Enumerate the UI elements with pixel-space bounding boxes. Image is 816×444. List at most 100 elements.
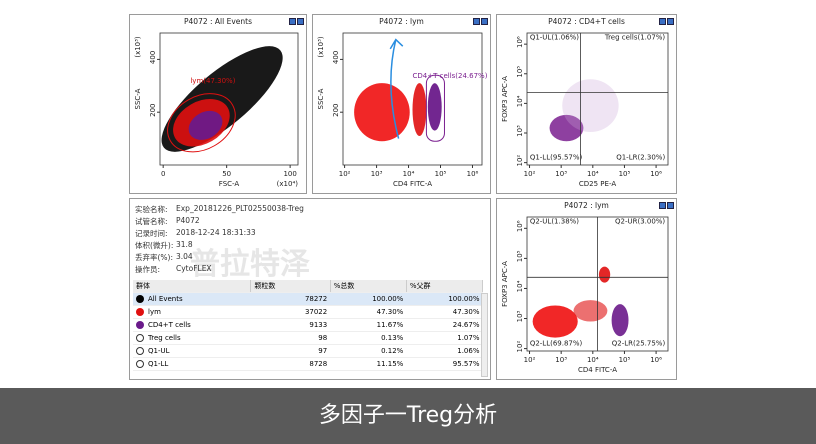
table-cell: 100.00% <box>330 292 407 306</box>
cell-text: Q1-LL <box>148 360 169 368</box>
x-tick-label: 0 <box>161 170 165 178</box>
row-icon <box>136 321 144 329</box>
table-row: Treg cells 98 0.13% 1.07% <box>133 331 483 345</box>
caption: 多因子一Treg分析 <box>0 388 816 444</box>
table-cell: 8728 <box>250 357 331 371</box>
stats-table: 群体 颗粒数 %总数 %父群 All Events 78272 100.00% 100.00%… <box>133 280 484 371</box>
gate-label: Q1-UL(1.06%) <box>530 34 579 42</box>
table-cell: 9133 <box>250 318 331 332</box>
close-icon <box>297 18 304 25</box>
field-value: CytoFLEX <box>176 264 212 273</box>
field-label: 体积(微升): <box>135 241 174 250</box>
watermark: 普拉特泽 <box>190 247 310 282</box>
cell-text: All Events <box>148 295 183 303</box>
cell-text: 100.00% <box>372 295 404 303</box>
table-cell: 24.67% <box>406 318 483 332</box>
y-axis-label: SSC-A <box>134 88 142 109</box>
panel-title: P4072 : lym <box>379 17 424 26</box>
y-tick-label: 400 <box>149 51 157 64</box>
cell-text: 95.57% <box>452 360 480 368</box>
plot: 0 50 100 200 400 FSC-A SSC-A (x10⁴) (x10³) lym(47… <box>134 32 299 188</box>
gate-label: Q2-UR(3.00%) <box>615 218 665 226</box>
y-unit: (x10³) <box>317 36 325 58</box>
field-label: 丢弃率(%): <box>135 253 174 262</box>
table-row: Q1-LL 8728 11.15% 95.57% <box>133 357 483 371</box>
y-unit: (x10³) <box>134 36 142 58</box>
y-tick-label: 10⁵ <box>516 66 524 78</box>
gate-label: lym(47.30%) <box>190 77 235 85</box>
panel-title: P4072 : lym <box>564 201 609 210</box>
x-tick-label: 10⁶ <box>650 170 662 178</box>
header-cell: %父群 <box>406 280 484 293</box>
cell-text: 78272 <box>304 295 328 303</box>
y-tick-label: 200 <box>149 104 157 117</box>
cell-text: 47.30% <box>376 308 404 316</box>
x-tick-label: 10⁵ <box>619 170 631 178</box>
cell-text: Treg cells <box>148 334 181 342</box>
close-icon <box>481 18 488 25</box>
scrollbar <box>481 293 488 377</box>
cell-cloud <box>412 83 427 136</box>
table-cell: 97 <box>250 344 331 358</box>
cell-text: 97 <box>318 347 328 355</box>
header-cell: 群体 <box>133 280 252 293</box>
x-tick-label: 10⁴ <box>587 356 599 364</box>
cell-text: CD4+T cells <box>148 321 191 329</box>
table-cell: 98 <box>250 331 331 345</box>
y-axis-label: FOXP3 APC-A <box>501 261 509 307</box>
plot-panel: P4072 : CD4+T cells 10² 10³ 10⁴ 10⁵ 10⁶ 10² 10³… <box>496 14 677 194</box>
x-tick-label: 10⁴ <box>403 170 415 178</box>
x-tick-label: 10² <box>339 170 351 178</box>
plot-frame <box>159 32 299 166</box>
table-row: All Events 78272 100.00% 100.00% <box>133 292 483 306</box>
x-tick-label: 10³ <box>555 170 567 178</box>
field-label: 实验名称: <box>135 205 168 214</box>
gate <box>425 74 445 142</box>
close-icon <box>667 202 674 209</box>
field-label: 记录时间: <box>135 229 168 238</box>
cell-text: 11.67% <box>376 321 404 329</box>
x-tick-label: 10³ <box>371 170 383 178</box>
field-value: P4072 <box>176 216 200 225</box>
cell-text: 1.06% <box>457 347 480 355</box>
gate-label: Q1-LL(95.57%) <box>530 154 583 162</box>
table-cell: 0.13% <box>330 331 407 345</box>
gate-label: Q2-UL(1.38%) <box>530 218 579 226</box>
cell-text: lym <box>148 308 161 316</box>
table-cell: lym <box>133 305 251 319</box>
cell-text: 8728 <box>309 360 328 368</box>
row-icon <box>136 347 144 355</box>
cell-text: 100.00% <box>448 295 480 303</box>
table-cell: All Events <box>133 292 251 306</box>
table-cell: 11.67% <box>330 318 407 332</box>
x-tick-label: 10⁴ <box>587 170 599 178</box>
table-cell: 47.30% <box>330 305 407 319</box>
cell-text: 37022 <box>304 308 328 316</box>
cell-cloud <box>427 83 442 131</box>
plot: 10² 10³ 10⁴ 10⁵ 10⁶ 200 400 CD4 FITC-A SSC-A (x10… <box>317 32 488 188</box>
gate <box>167 93 236 153</box>
panel-title: P4072 : All Events <box>184 17 252 26</box>
y-tick-label: 10³ <box>516 310 524 322</box>
table-row: Q1-UL 97 0.12% 1.06% <box>133 344 483 358</box>
cell-cloud <box>161 46 283 152</box>
x-tick-label: 100 <box>283 170 296 178</box>
table-cell: 47.30% <box>406 305 483 319</box>
y-tick-label: 10⁴ <box>516 280 524 292</box>
cell-text: 0.12% <box>381 347 404 355</box>
header-row: 群体 颗粒数 %总数 %父群 <box>133 280 484 293</box>
y-axis-label: FOXP3 APC-A <box>501 76 509 122</box>
panel-icon <box>289 18 296 25</box>
x-tick-label: 10⁵ <box>435 170 447 178</box>
x-tick-label: 10² <box>524 356 536 364</box>
cell-cloud <box>611 304 629 337</box>
x-tick-label: 10² <box>524 170 536 178</box>
header-cell: %总数 <box>330 280 407 293</box>
y-tick-label: 10² <box>516 341 524 353</box>
row-icon <box>136 360 144 368</box>
cell-cloud <box>354 83 410 142</box>
info-panel: 普拉特泽 实验名称: Exp_20181226_PLT02550038-Treg 试… <box>129 198 491 380</box>
y-tick-label: 10⁴ <box>516 95 524 107</box>
y-tick-label: 10⁵ <box>516 250 524 262</box>
table-cell: Treg cells <box>133 331 251 345</box>
